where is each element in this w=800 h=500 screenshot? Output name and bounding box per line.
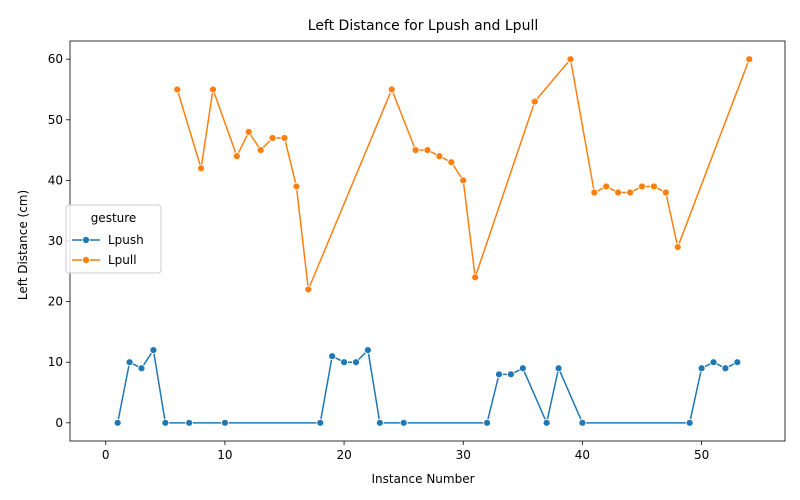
x-tick-label: 50 [694, 448, 709, 462]
plot-area: 0 10 20 30 40 50 0 10 20 30 40 50 60 [48, 40, 786, 462]
y-tick-label: 10 [48, 355, 63, 369]
axes-frame [69, 40, 786, 442]
legend-marker-lpush [82, 236, 90, 244]
data-point-lpush [542, 418, 551, 427]
data-point-lpull [387, 85, 396, 94]
x-tick-label: 0 [102, 448, 110, 462]
data-point-lpull [626, 188, 634, 197]
data-point-lpull [435, 152, 444, 161]
y-tick-label: 60 [48, 52, 63, 66]
series-line-lpull [176, 58, 750, 291]
data-point-lpull [661, 188, 670, 197]
x-tick-label: 40 [575, 448, 590, 462]
data-point-lpush [340, 358, 348, 367]
data-point-lpull [197, 164, 205, 173]
data-point-lpush [518, 364, 527, 373]
data-point-lpush [149, 346, 158, 354]
data-point-lpush [578, 418, 587, 427]
legend: gesture Lpush Lpull [65, 204, 162, 274]
data-point-lpush [221, 418, 229, 427]
data-point-lpull [209, 85, 217, 94]
legend-label-lpull: Lpull [108, 253, 137, 267]
data-point-lpush [709, 358, 718, 367]
data-point-lpull [602, 182, 611, 191]
data-point-lpull [244, 128, 253, 136]
x-tick-label: 20 [336, 448, 351, 462]
data-point-lpull [745, 55, 754, 64]
data-point-lpull [530, 97, 539, 106]
data-point-lpush [316, 418, 325, 427]
data-point-lpull [304, 285, 313, 294]
y-tick-label: 50 [48, 113, 63, 127]
data-point-lpush [733, 358, 742, 367]
data-point-lpull [650, 182, 658, 191]
data-point-lpush [185, 418, 194, 427]
legend-marker-lpull [82, 256, 90, 264]
data-point-lpush [352, 358, 360, 367]
data-point-lpush [125, 358, 134, 367]
data-point-lpull [590, 188, 599, 197]
data-point-lpull [173, 85, 182, 94]
data-point-lpull [638, 182, 646, 191]
data-point-lpull [566, 55, 575, 64]
data-point-lpush [507, 370, 515, 379]
data-point-lpull [280, 134, 289, 142]
data-point-lpush [697, 364, 706, 373]
legend-box [65, 204, 162, 274]
data-point-lpull [232, 152, 241, 161]
legend-title: gesture [91, 211, 137, 225]
x-axis-title: Instance Number [371, 472, 474, 486]
data-point-lpull [614, 188, 623, 197]
data-point-lpush [375, 418, 384, 427]
data-point-lpull [411, 146, 420, 154]
data-point-lpull [256, 146, 265, 154]
data-point-lpush [113, 418, 122, 427]
y-tick-label: 0 [55, 416, 63, 430]
data-point-lpull [268, 134, 277, 142]
series-line-lpush [116, 349, 738, 424]
data-point-lpull [447, 158, 456, 167]
y-tick-label: 40 [48, 173, 63, 187]
x-tick-label: 30 [456, 448, 471, 462]
data-point-lpush [364, 346, 372, 354]
y-tick-label: 20 [48, 295, 63, 309]
data-point-lpush [554, 364, 563, 373]
y-tick-label: 30 [48, 234, 63, 248]
data-point-lpull [459, 176, 468, 185]
legend-label-lpush: Lpush [108, 233, 144, 247]
data-point-lpush [483, 418, 491, 427]
data-point-lpull [673, 243, 682, 251]
data-point-lpush [161, 418, 170, 427]
x-tick-label: 10 [217, 448, 232, 462]
data-point-lpull [471, 273, 480, 282]
data-point-lpush [495, 370, 503, 379]
data-point-lpull [423, 146, 432, 154]
y-axis-title: Left Distance (cm) [16, 190, 30, 300]
data-point-lpush [685, 418, 694, 427]
data-point-lpush [328, 352, 337, 361]
data-point-lpush [721, 364, 730, 373]
chart-title: Left Distance for Lpush and Lpull [308, 18, 538, 34]
data-point-lpush [137, 364, 146, 373]
data-point-lpull [292, 182, 301, 191]
data-point-lpush [399, 418, 408, 427]
